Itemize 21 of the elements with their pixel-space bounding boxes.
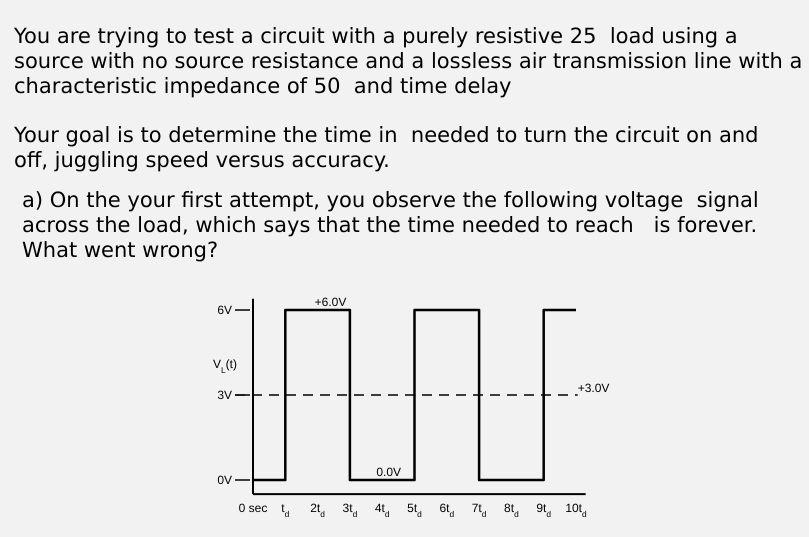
x-tick-label: 7t$_{d}$: [472, 501, 487, 520]
y-tick-label: 0V: [217, 473, 232, 487]
y-axis-title: V$_{L}$(t): [212, 357, 238, 376]
y-tick-label: 3V: [217, 388, 232, 402]
x-tick-label: 2t$_{d}$: [310, 501, 326, 520]
x-tick-label: 8t$_{d}$: [504, 501, 520, 520]
chart-subtitle: Your goal is to determine the time in needed to turn the circuit on and off, juggling speed versus accuracy.: [14, 123, 760, 173]
annotation: +6.0V: [314, 295, 346, 310]
chart-title: You are trying to test a circuit with a purely resistive 25 load using a source with no source resistance and a lossless air transmission line with a characteristic impedance of 50 and time delay: [14, 24, 804, 99]
annotation: 0.0V: [376, 465, 402, 479]
x-tick-label: 5t$_{d}$: [407, 501, 422, 520]
x-tick-label: 3t$_{d}$: [342, 501, 358, 520]
x-tick-label: 4t$_{d}$: [374, 501, 390, 520]
x-tick-label: 9t$_{d}$: [536, 501, 552, 520]
ref-line-label: +3.0V: [578, 381, 610, 396]
x-tick-label: 10t$_{d}$: [565, 501, 588, 520]
x-tick-label: 0 sec: [238, 501, 268, 516]
x-tick-label: 6t$_{d}$: [439, 501, 454, 520]
y-tick-label: 6V: [217, 303, 232, 318]
text: a) On the your first attempt, you observe the following voltage signal across the load, which says that the time needed to reach is forever. What went wrong?: [22, 188, 760, 263]
x-tick-label: t$_{d}$: [281, 501, 290, 520]
